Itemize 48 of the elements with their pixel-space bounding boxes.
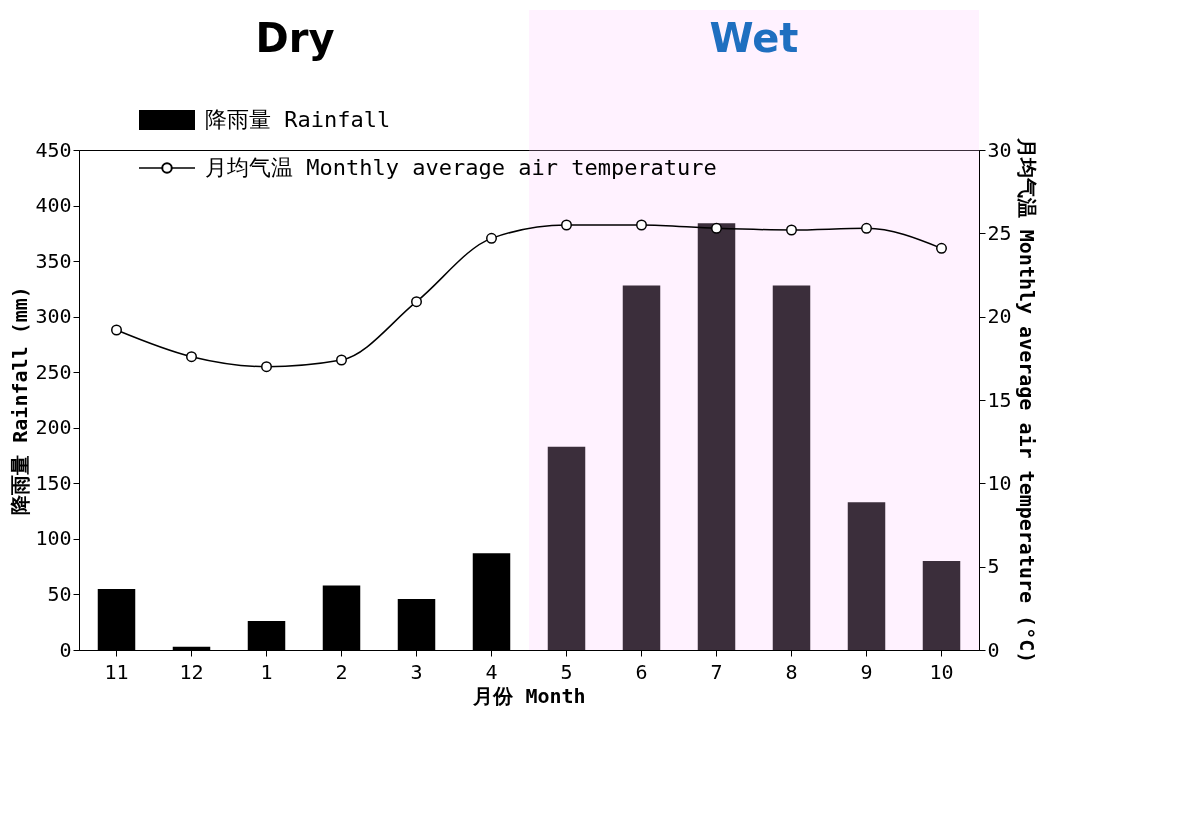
text: Dry <box>255 15 335 61</box>
x-tick-label: 11 <box>104 659 129 684</box>
point <box>936 242 947 254</box>
x-tick-label: 8 <box>785 659 798 684</box>
point <box>486 232 497 244</box>
point <box>636 219 647 231</box>
y-tick-label: 450 <box>35 137 72 162</box>
x-tick-label: 1 <box>260 659 273 684</box>
y2-tick-label: 5 <box>987 554 1000 579</box>
y-tick-label: 0 <box>59 637 72 662</box>
y2-tick-label: 20 <box>987 304 1012 329</box>
x-tick-label: 4 <box>485 659 498 684</box>
y-tick-label: 400 <box>35 193 72 218</box>
y-tick-label: 200 <box>35 415 72 440</box>
band-label: Wet <box>709 15 799 61</box>
point <box>861 222 872 234</box>
x-tick-label: 7 <box>710 659 723 684</box>
point <box>336 354 347 366</box>
legend-label: 月均气温 Monthly average air temperature <box>205 155 717 180</box>
x-tick-label: 12 <box>179 659 204 684</box>
x-tick-label: 9 <box>860 659 873 684</box>
point <box>786 224 797 236</box>
x-tick-label: 3 <box>410 659 423 684</box>
y-tick-label: 350 <box>35 248 72 273</box>
x-tick-label: 10 <box>929 659 954 684</box>
y-tick-label: 250 <box>35 359 72 384</box>
point <box>711 222 722 234</box>
y-tick-label: 300 <box>35 304 72 329</box>
x-axis-title: 月份 Month <box>472 683 586 708</box>
y-tick-label: 50 <box>47 581 72 606</box>
legend-label: 降雨量 Rainfall <box>205 107 391 132</box>
y-tick-label: 100 <box>35 526 72 551</box>
x-tick-label: 6 <box>635 659 648 684</box>
y2-tick-label: 25 <box>987 220 1012 245</box>
y2-axis-title: 月均气温 Monthly average air temperature (°C) <box>1014 136 1039 664</box>
point <box>411 296 422 308</box>
y2-tick-label: 30 <box>987 137 1012 162</box>
y-tick-label: 150 <box>35 470 72 495</box>
point <box>261 361 272 373</box>
point <box>186 351 197 363</box>
y-axis-title: 降雨量 Rainfall (mm) <box>8 286 33 515</box>
point <box>111 324 122 336</box>
point <box>561 219 572 231</box>
y2-tick-label: 0 <box>987 637 1000 662</box>
y2-tick-label: 10 <box>987 470 1012 495</box>
y2-tick-label: 15 <box>987 387 1012 412</box>
x-tick-label: 5 <box>560 659 573 684</box>
x-tick-label: 2 <box>335 659 348 684</box>
